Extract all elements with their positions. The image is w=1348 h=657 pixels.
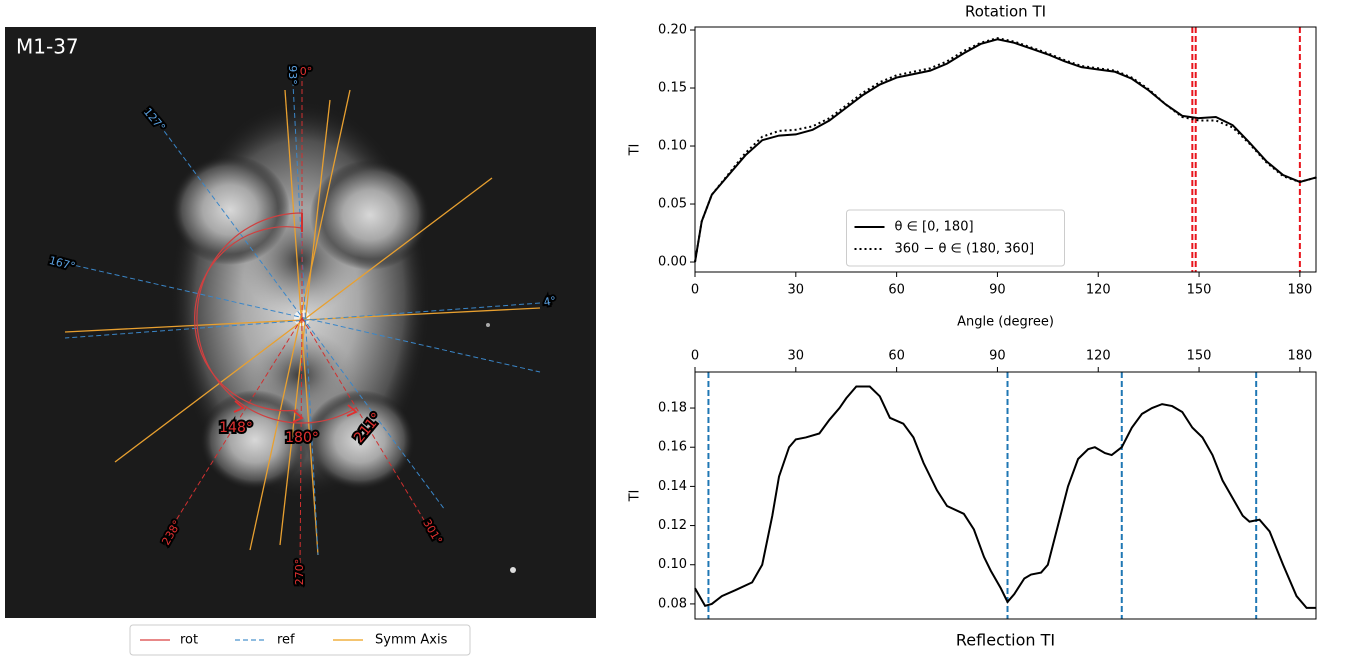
- series-line: [694, 37, 1317, 263]
- angle-label: 270°: [293, 559, 306, 586]
- y-tick-label: 0.16: [658, 440, 687, 455]
- angle-label: 0°: [300, 65, 313, 78]
- ref-axis: [59, 261, 541, 373]
- legend-label: 360 − θ ∈ (180, 360]: [895, 242, 1035, 257]
- rot-arrow: [292, 410, 304, 423]
- legend-label: ref: [277, 633, 295, 648]
- x-tick-label: 60: [888, 283, 905, 298]
- x-tick-label: 90: [989, 283, 1006, 298]
- x-tick-label: 0: [691, 349, 699, 364]
- x-tick-label: 150: [1187, 283, 1212, 298]
- rot-axis: [299, 317, 303, 571]
- y-axis-label: TI: [628, 490, 643, 503]
- ref-axis: [64, 302, 541, 339]
- nebula-cavity: [240, 205, 360, 315]
- rot-axis: [169, 317, 303, 531]
- y-tick-label: 0.00: [658, 255, 687, 270]
- y-tick-label: 0.10: [658, 139, 687, 154]
- legend-label: θ ∈ [0, 180]: [895, 220, 974, 235]
- y-tick-label: 0.12: [658, 518, 687, 533]
- y-tick-label: 0.05: [658, 197, 687, 212]
- symm-axis: [279, 99, 331, 546]
- ref-axis: [291, 64, 319, 556]
- x-tick-label: 90: [989, 349, 1006, 364]
- star: [510, 567, 516, 573]
- y-tick-label: 0.20: [658, 23, 687, 38]
- rot-arc: [194, 226, 303, 412]
- legend-box: [846, 209, 1065, 267]
- angle-label: 180°: [285, 430, 319, 446]
- rot-arrow: [233, 400, 245, 413]
- nebula-lobe: [305, 390, 415, 490]
- image-panel: 93°127°167°4°0°148°180° 211°238°270°301° …: [5, 27, 596, 656]
- legend-label: rot: [180, 633, 198, 648]
- x-tick-label: 180: [1287, 283, 1312, 298]
- rot-axis: [301, 317, 431, 531]
- symm-axis: [64, 307, 541, 333]
- y-tick-label: 0.10: [658, 557, 687, 572]
- nebula-cavity: [245, 330, 355, 420]
- x-tick-label: 30: [788, 349, 805, 364]
- chart-title: Reflection TI: [956, 631, 1055, 650]
- image-title: M1-37: [16, 35, 79, 59]
- angle-label: 93°: [286, 65, 299, 85]
- image-legend: [129, 624, 471, 656]
- legend-label: Symm Axis: [375, 633, 448, 648]
- rot-arrow: [346, 404, 358, 417]
- plot-frame: [694, 26, 1317, 273]
- y-tick-label: 0.08: [658, 596, 687, 611]
- x-tick-label: 150: [1187, 349, 1212, 364]
- y-tick-label: 0.14: [658, 479, 687, 494]
- x-tick-label: 180: [1287, 349, 1312, 364]
- angle-label: 4°: [543, 294, 558, 309]
- x-tick-label: 60: [888, 349, 905, 364]
- chart-title: Rotation TI: [965, 3, 1046, 21]
- ref-axis: [149, 111, 446, 511]
- x-tick-label: 120: [1086, 349, 1111, 364]
- plot-frame: [694, 371, 1317, 620]
- x-tick-label: 120: [1086, 283, 1111, 298]
- angle-label: 148°: [219, 420, 253, 436]
- series-line: [694, 385, 1316, 609]
- y-axis-label: TI: [628, 144, 643, 157]
- rot-arc: [196, 212, 357, 424]
- y-tick-label: 0.15: [658, 81, 687, 96]
- series-line: [694, 38, 1317, 263]
- x-tick-label: 0: [691, 283, 699, 298]
- star: [486, 323, 490, 327]
- x-tick-label: 30: [788, 283, 805, 298]
- x-axis-label: Angle (degree): [957, 315, 1054, 330]
- y-tick-label: 0.18: [658, 401, 687, 416]
